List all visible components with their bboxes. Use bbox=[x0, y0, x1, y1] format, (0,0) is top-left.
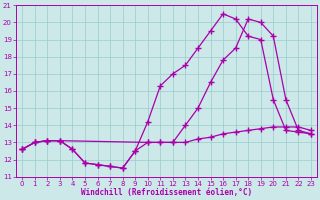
X-axis label: Windchill (Refroidissement éolien,°C): Windchill (Refroidissement éolien,°C) bbox=[81, 188, 252, 197]
